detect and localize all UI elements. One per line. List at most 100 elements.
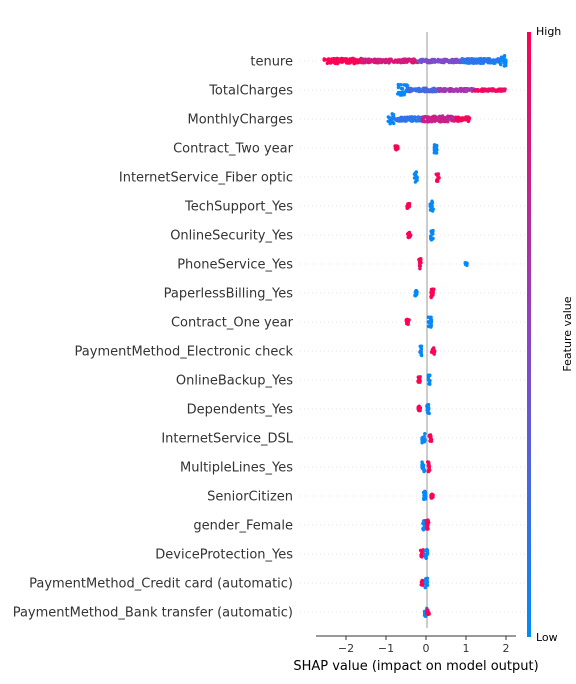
shap-point [420,436,424,440]
shap-point [433,119,437,123]
shap-point [446,60,451,64]
shap-point [499,58,503,63]
colorbar-low-label: Low [536,631,558,644]
x-tick-label: −2 [338,642,354,655]
shap-point [396,91,401,96]
shap-point [493,61,497,65]
feature-points [420,432,434,445]
x-axis-title: SHAP value (impact on model output) [293,659,538,674]
shap-point [436,175,440,179]
shap-point [416,407,420,411]
shap-point [428,204,432,208]
shap-point [421,527,425,531]
shap-point [422,87,426,91]
shap-point [498,62,503,66]
shap-point [429,229,434,233]
shap-point [426,315,431,319]
shap-point [504,63,508,68]
feature-label: SeniorCitizen [207,490,293,505]
feature-label: MultipleLines_Yes [180,461,293,476]
shap-point [382,58,386,62]
shap-point [434,151,439,155]
shap-point [360,57,364,61]
feature-label: Contract_One year [171,316,294,331]
shap-point [429,88,433,92]
feature-points [406,228,435,242]
shap-point [489,87,493,91]
shap-point [426,518,430,522]
feature-points [404,315,434,329]
shap-point [440,60,444,65]
shap-point [386,119,390,124]
shap-point [429,315,433,319]
shap-point [426,469,430,473]
shap-point [406,322,410,326]
shap-point [427,373,431,377]
feature-label: TechSupport_Yes [184,200,293,215]
shap-point [428,434,433,439]
shap-point [484,87,488,92]
shap-point [487,88,491,93]
shap-point [416,379,420,383]
shap-point [429,323,434,327]
shap-point [439,89,443,93]
shap-point [416,115,420,119]
shap-point [397,84,401,88]
shap-point [448,89,453,93]
shap-point [401,58,405,62]
shap-point [334,61,338,65]
shap-point [402,83,406,87]
shap-point [362,59,367,63]
shap-point [454,87,458,92]
shap-point [456,59,461,64]
shap-point [424,556,428,560]
shap-point [420,465,424,469]
shap-point [459,118,463,122]
shap-point [406,87,410,91]
shap-point [322,57,326,61]
shap-point [417,60,422,64]
shap-point [327,60,331,65]
shap-point [423,553,427,557]
shap-point [476,88,480,93]
shap-point [431,292,435,296]
shap-point [429,234,433,238]
shap-point [424,582,428,587]
feature-points [421,489,435,501]
shap-point [410,119,414,123]
shap-point [463,262,468,266]
feature-points [405,199,435,213]
shap-point [400,87,405,91]
shap-point [406,202,410,206]
shap-point [390,112,394,116]
shap-point [426,463,430,467]
shap-point [396,58,401,62]
shap-point [352,60,356,64]
x-tick-label: 0 [423,642,430,655]
shap-point [486,60,490,64]
shap-point [411,57,415,62]
shap-point [416,119,420,123]
feature-points [413,287,436,300]
shap-point [486,57,491,61]
feature-label: PhoneService_Yes [177,258,293,273]
shap-point [465,58,469,62]
shap-point [418,262,422,266]
shap-point [440,114,445,118]
shap-point [426,527,430,531]
shap-point [452,58,457,63]
shap-point [425,576,429,581]
feature-points [322,54,508,68]
shap-point [395,147,399,151]
shap-point [415,178,419,182]
shap-point [460,60,464,64]
shap-point [416,87,420,92]
shap-point [425,612,430,616]
shap-point [389,57,393,61]
feature-label: PaymentMethod_Electronic check [75,345,294,360]
shap-point [429,319,433,323]
shap-point [400,118,405,123]
feature-points [418,547,430,560]
shap-point [387,115,391,120]
